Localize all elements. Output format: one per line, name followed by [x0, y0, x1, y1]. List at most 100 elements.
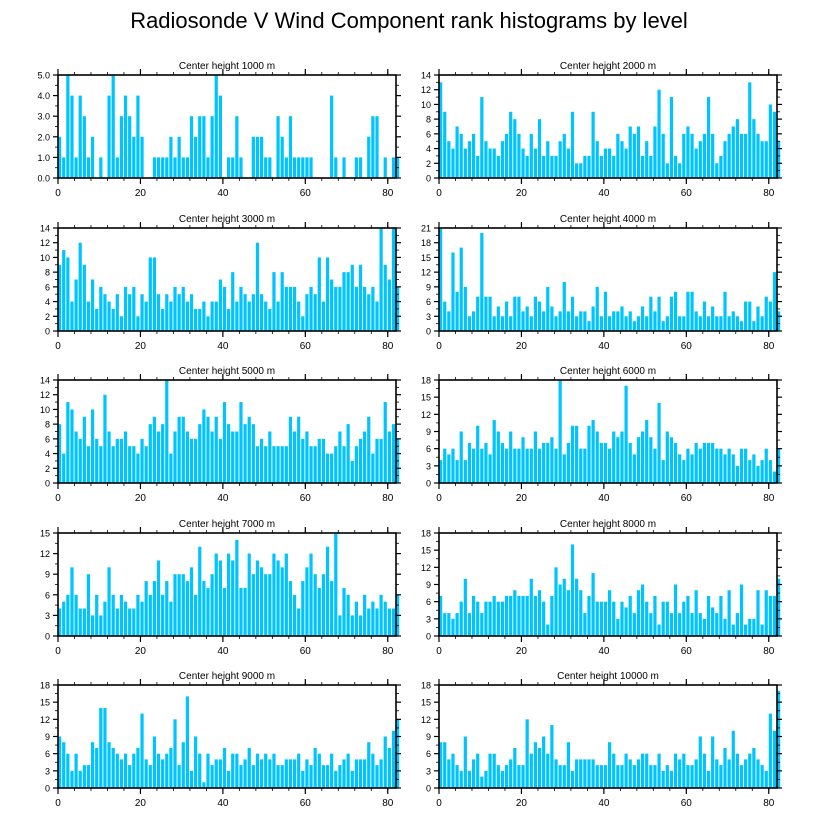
histogram-bar: [471, 133, 476, 178]
histogram-bar: [111, 594, 115, 636]
histogram-bar: [99, 157, 103, 178]
histogram-bar: [591, 306, 595, 331]
histogram-bar: [181, 574, 185, 636]
histogram-bar: [181, 416, 185, 483]
histogram-bar: [583, 311, 587, 331]
histogram-bar: [169, 453, 173, 483]
histogram-bar: [268, 759, 272, 788]
x-tick-label: 20: [135, 798, 147, 809]
histogram-bar: [570, 425, 575, 483]
histogram-bar: [533, 431, 538, 483]
histogram-bar: [169, 747, 173, 788]
histogram-bar: [711, 442, 715, 483]
histogram-bar: [379, 594, 383, 636]
histogram-bar: [309, 553, 313, 636]
histogram-bar: [354, 759, 358, 788]
histogram-bar: [603, 601, 608, 636]
histogram-bar: [706, 97, 711, 178]
histogram-bar: [70, 95, 74, 178]
panel-title: Center height 4000 m: [560, 214, 656, 225]
y-tick-label: 6: [426, 444, 431, 454]
histogram-bar: [276, 560, 280, 636]
histogram-bar: [292, 431, 297, 483]
x-tick-label: 20: [516, 646, 528, 657]
histogram-bar: [723, 141, 727, 178]
histogram-bar: [451, 148, 455, 178]
histogram-bar: [165, 380, 169, 483]
histogram-bar: [777, 311, 781, 331]
histogram-bar: [375, 301, 379, 331]
histogram-bar: [66, 753, 70, 788]
histogram-bar: [649, 296, 653, 331]
histogram-bar: [95, 308, 99, 331]
y-tick-label: 9: [45, 732, 50, 742]
histogram-bar: [752, 747, 756, 788]
histogram-bar: [513, 119, 517, 178]
histogram-bar: [706, 316, 711, 331]
panel-title: Center height 10000 m: [557, 671, 659, 682]
histogram-bar: [128, 608, 132, 636]
panel-title: Center height 6000 m: [560, 366, 656, 377]
histogram-bar: [66, 402, 70, 483]
histogram-bar: [496, 765, 500, 788]
x-tick-label: 80: [382, 188, 394, 199]
histogram-bar: [272, 446, 276, 483]
histogram-bar: [363, 431, 367, 483]
histogram-bar: [480, 97, 484, 178]
y-tick-label: 1.0: [37, 153, 50, 163]
histogram-bar: [537, 119, 542, 178]
y-tick-label: 10: [421, 100, 431, 110]
histogram-bar: [363, 759, 367, 788]
histogram-bar: [387, 431, 391, 483]
histogram-bar: [375, 438, 379, 483]
histogram-bar: [330, 753, 334, 788]
histogram-bar: [284, 553, 288, 636]
histogram-bar: [284, 157, 288, 178]
histogram-bar: [325, 257, 330, 331]
histogram-bar: [756, 759, 760, 788]
histogram-bar: [214, 301, 218, 331]
y-tick-label: 6: [426, 749, 431, 759]
histogram-bar: [579, 163, 583, 178]
histogram-bar: [177, 574, 181, 636]
y-tick-label: 6: [426, 297, 431, 307]
histogram-bar: [152, 581, 157, 636]
y-tick-label: 10: [40, 405, 50, 415]
histogram-bar: [673, 291, 678, 331]
x-tick-label: 40: [598, 493, 610, 504]
histogram-bar: [595, 431, 599, 483]
histogram-bar: [383, 601, 387, 636]
histogram-bar: [744, 133, 748, 178]
histogram-bar: [443, 301, 447, 331]
histogram-bar: [367, 294, 371, 331]
y-tick-label: 12: [40, 390, 50, 400]
histogram-bar: [391, 228, 396, 331]
histogram-bar: [645, 316, 649, 331]
histogram-bar: [504, 765, 509, 788]
histogram-bar: [144, 581, 148, 636]
histogram-bar: [764, 296, 768, 331]
histogram-bar: [476, 601, 480, 636]
histogram-bar: [156, 560, 161, 636]
histogram-bar: [682, 460, 686, 483]
histogram-bar: [768, 713, 772, 788]
histogram-bar: [690, 133, 694, 178]
histogram-bar: [103, 601, 107, 636]
histogram-bar: [496, 601, 500, 636]
histogram-bar: [463, 148, 467, 178]
histogram-bar: [764, 770, 768, 788]
histogram-bar: [608, 742, 612, 788]
histogram-bar: [657, 402, 661, 483]
panel-title: Center height 8000 m: [560, 519, 656, 530]
histogram-bar: [206, 753, 210, 788]
histogram-bar: [346, 594, 350, 636]
histogram-bar: [119, 316, 124, 331]
histogram-bar: [119, 594, 124, 636]
x-tick-label: 0: [436, 646, 442, 657]
histogram-bar: [558, 311, 562, 331]
histogram-bar: [739, 448, 744, 483]
histogram-bar: [616, 133, 620, 178]
histogram-bar: [338, 286, 342, 331]
histogram-bar: [111, 747, 115, 788]
histogram-bar: [132, 286, 136, 331]
